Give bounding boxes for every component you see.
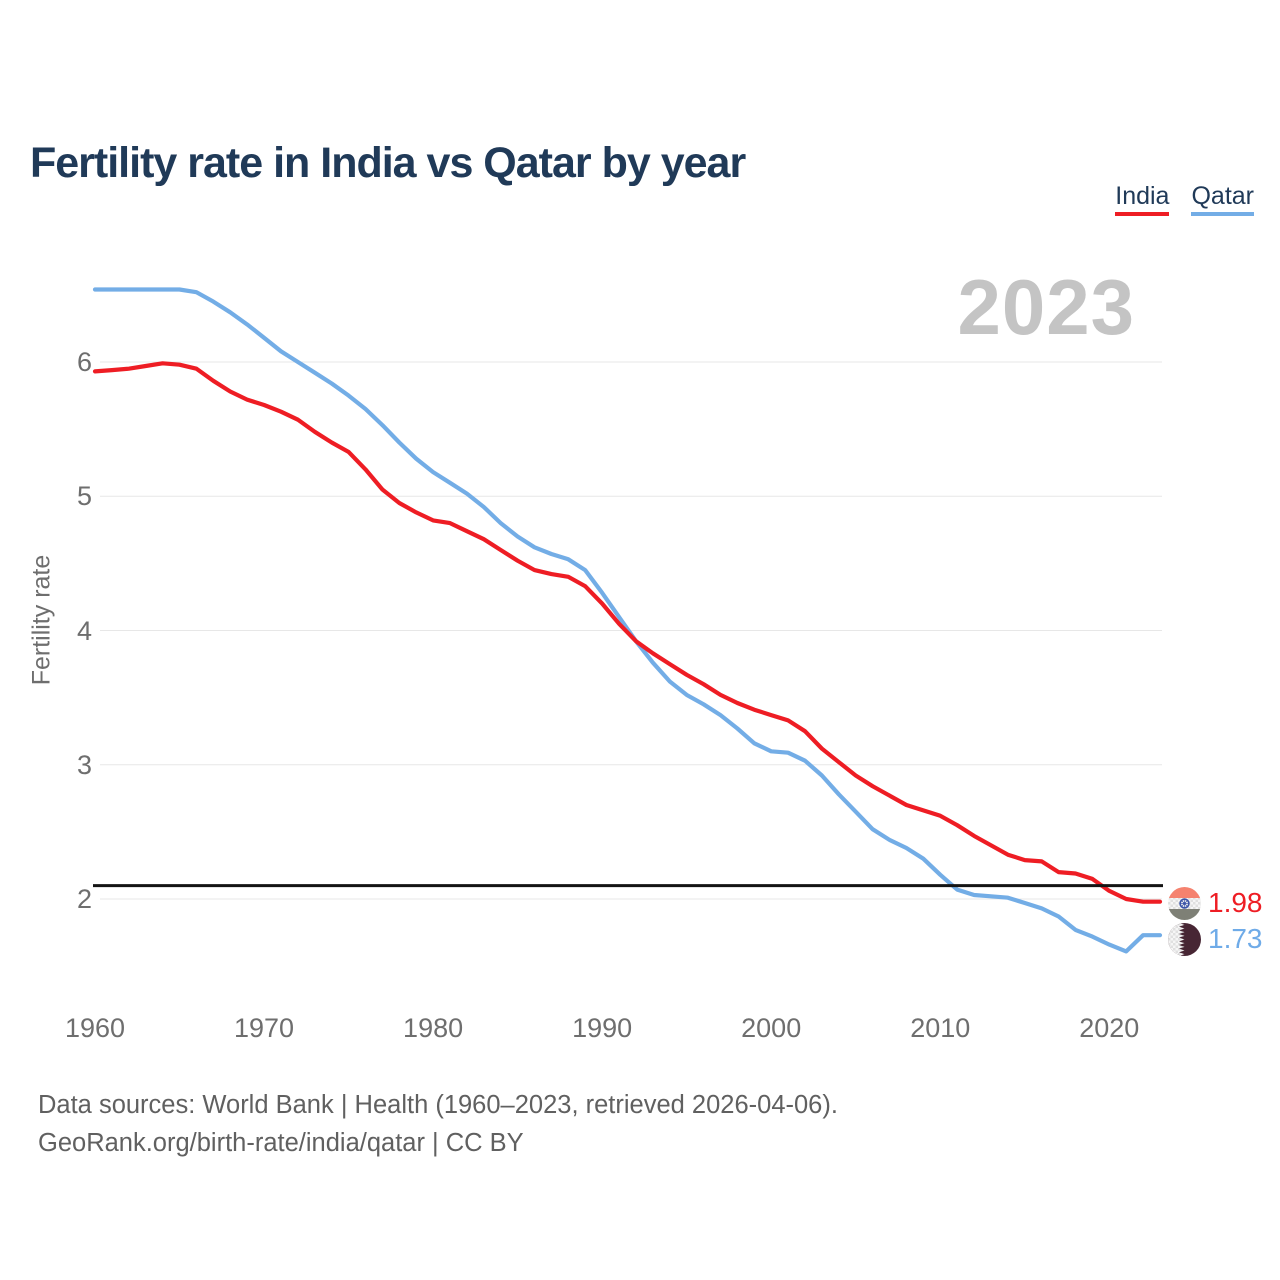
x-tick-label: 1960: [64, 1013, 126, 1043]
qatar-final-value: 1.73: [1208, 923, 1263, 954]
qatar-flag-icon: [1168, 922, 1201, 956]
year-watermark: 2023: [957, 263, 1135, 351]
end-label-qatar: 1.73: [1168, 922, 1263, 956]
x-tick-label: 2000: [741, 1013, 802, 1043]
y-tick-label: 2: [76, 884, 92, 914]
footer-attribution-line: GeoRank.org/birth-rate/india/qatar | CC …: [38, 1129, 524, 1157]
legend-item-qatar[interactable]: Qatar: [1191, 183, 1254, 216]
y-tick-label: 3: [76, 749, 92, 780]
x-tick-label: 2020: [1079, 1013, 1140, 1043]
legend-item-india[interactable]: India: [1115, 182, 1170, 216]
end-label-india: 1.98: [1168, 886, 1263, 920]
x-tick-label: 1980: [403, 1013, 464, 1043]
legend-label-india: India: [1115, 182, 1170, 210]
legend-underline-india: [1115, 212, 1170, 216]
chart-title: Fertility rate in India vs Qatar by year: [30, 138, 746, 187]
x-tick-label: 2010: [910, 1013, 971, 1043]
x-tick-label: 1990: [572, 1013, 633, 1043]
india-flag-icon: [1168, 886, 1201, 920]
india-final-value: 1.98: [1208, 887, 1263, 918]
footer: Data sources: World Bank | Health (1960–…: [38, 1086, 838, 1162]
x-tick-label: 1970: [234, 1013, 295, 1043]
legend-underline-qatar: [1191, 212, 1254, 216]
y-tick-label: 6: [76, 347, 92, 377]
y-tick-label: 4: [76, 615, 92, 646]
footer-sources-line: Data sources: World Bank | Health (1960–…: [38, 1091, 838, 1119]
legend: India Qatar: [1115, 183, 1254, 216]
y-tick-label: 5: [76, 481, 92, 512]
legend-label-qatar: Qatar: [1191, 182, 1254, 210]
